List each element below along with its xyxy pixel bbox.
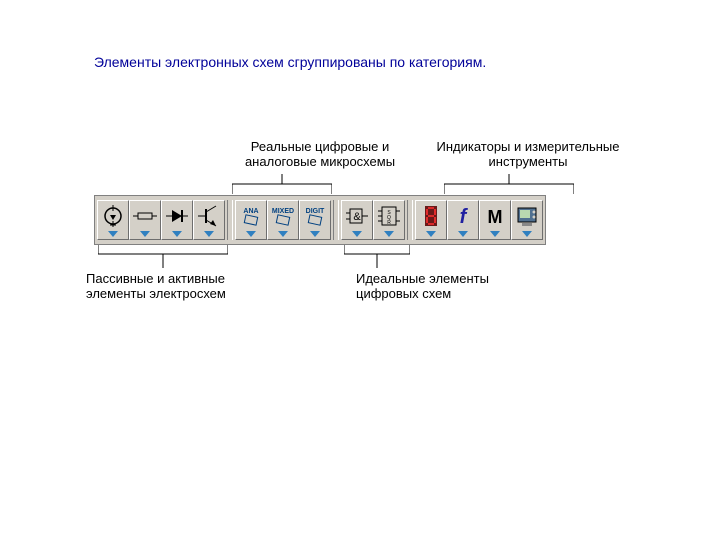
bracket-top-left xyxy=(232,174,332,196)
scope-btn[interactable] xyxy=(511,200,543,240)
seven-seg-btn[interactable] xyxy=(415,200,447,240)
svg-text:R: R xyxy=(387,220,391,226)
svg-text:&: & xyxy=(353,211,361,223)
source-btn[interactable] xyxy=(97,200,129,240)
component-toolbar: ANA MIXED DIGIT &SQR fM xyxy=(94,195,546,245)
toolbar-separator xyxy=(407,200,413,240)
label-ideal-digital: Идеальные элементыцифровых схем xyxy=(356,272,526,302)
label-passive-active: Пассивные и активныеэлементы электросхем xyxy=(86,272,256,302)
analog-ic-btn[interactable]: ANA xyxy=(235,200,267,240)
logic-gate-btn[interactable]: & xyxy=(341,200,373,240)
bracket-top-right xyxy=(444,174,574,196)
toolbar-separator xyxy=(227,200,233,240)
svg-text:ANA: ANA xyxy=(243,208,258,215)
label-real-ics: Реальные цифровые ианалоговые микросхемы xyxy=(230,140,410,170)
svg-text:M: M xyxy=(488,207,503,227)
svg-text:DIGIT: DIGIT xyxy=(306,208,325,215)
digital-module-btn[interactable]: SQR xyxy=(373,200,405,240)
bracket-bot-left xyxy=(98,244,228,270)
page-title: Элементы электронных схем сгруппированы … xyxy=(94,54,486,70)
resistor-btn[interactable] xyxy=(129,200,161,240)
digital-ic-btn[interactable]: DIGIT xyxy=(299,200,331,240)
mixed-ic-btn[interactable]: MIXED xyxy=(267,200,299,240)
misc-btn[interactable]: M xyxy=(479,200,511,240)
svg-text:f: f xyxy=(460,206,469,227)
label-indicators: Индикаторы и измерительныеинструменты xyxy=(418,140,638,170)
bracket-bot-right xyxy=(344,244,410,270)
toolbar-separator xyxy=(333,200,339,240)
diode-btn[interactable] xyxy=(161,200,193,240)
function-btn[interactable]: f xyxy=(447,200,479,240)
transistor-btn[interactable] xyxy=(193,200,225,240)
svg-text:MIXED: MIXED xyxy=(272,208,294,215)
